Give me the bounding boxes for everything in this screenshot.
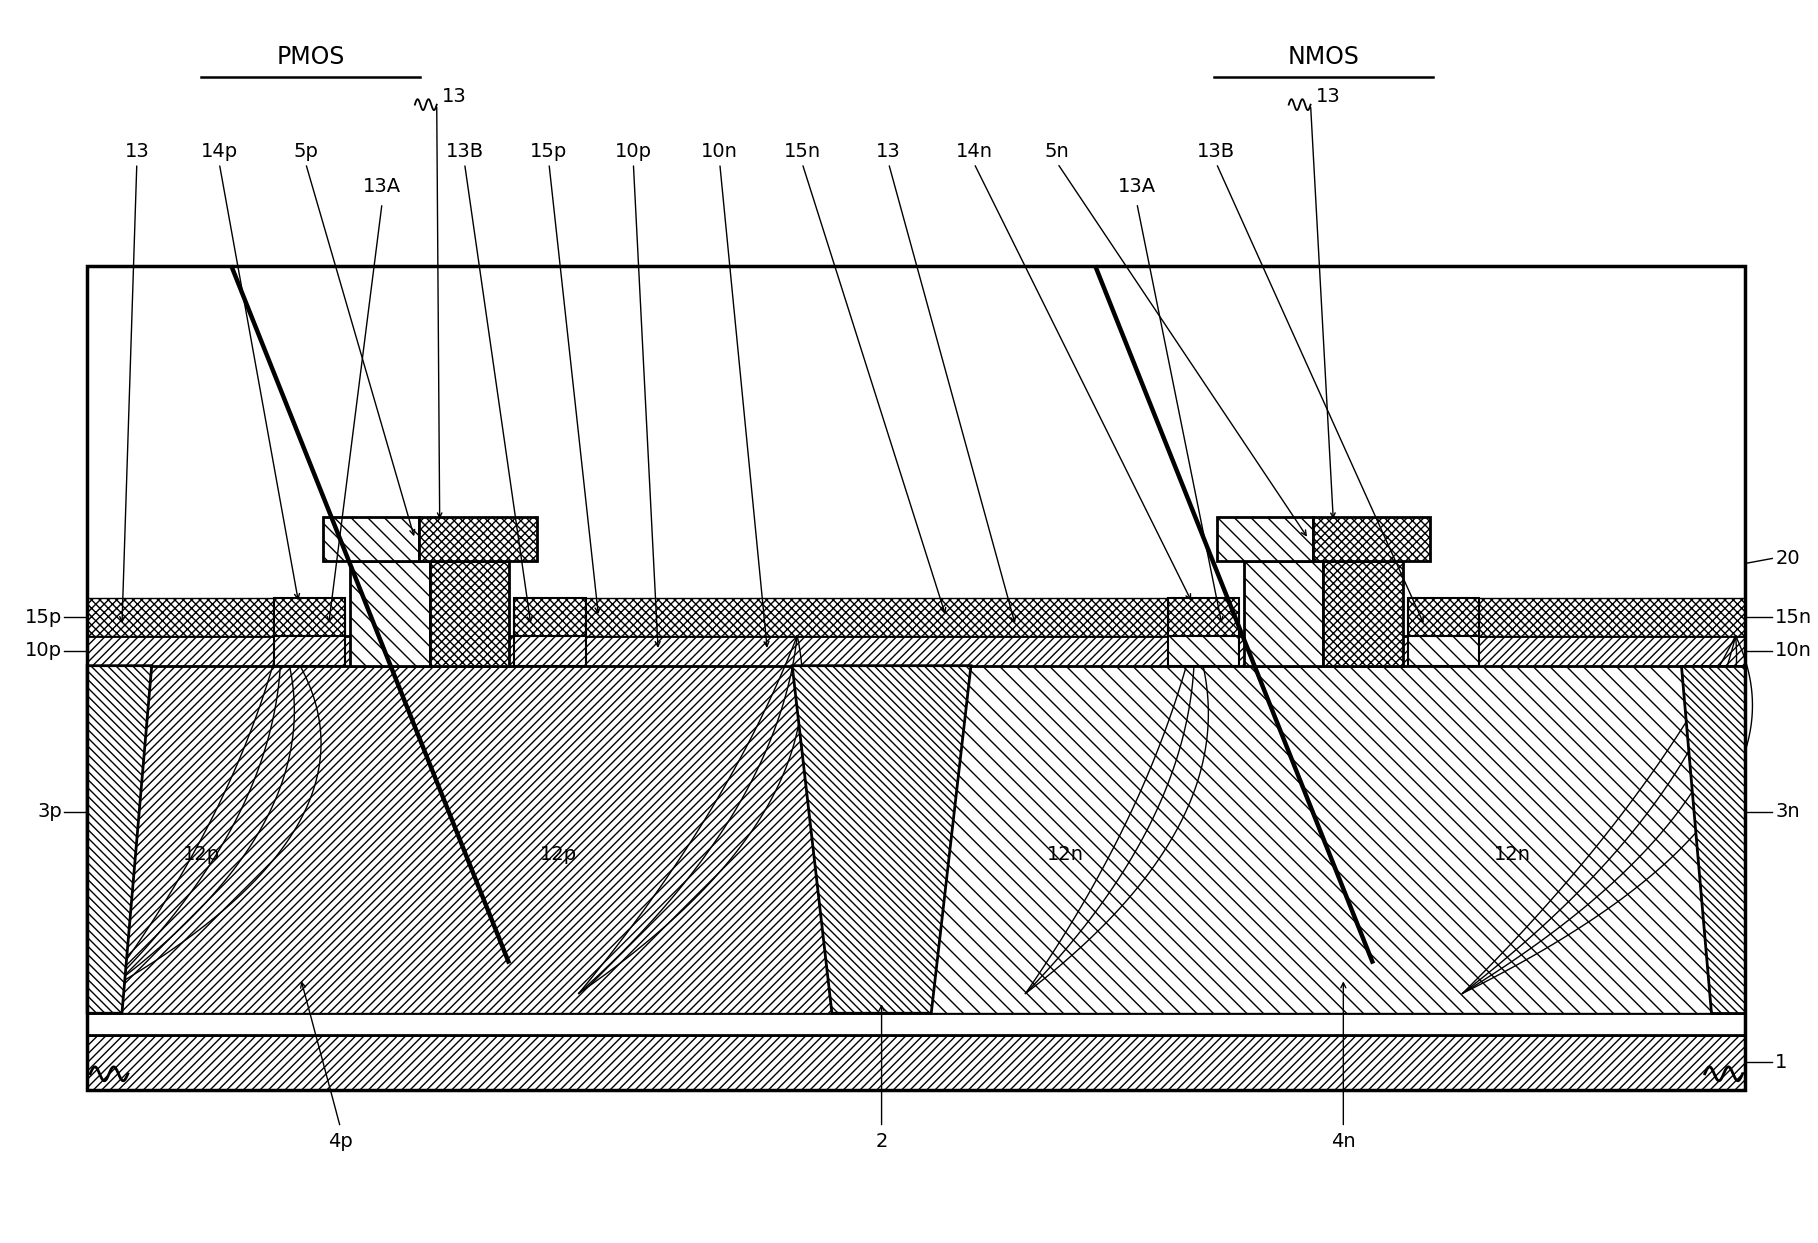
Bar bbox=[514, 598, 585, 636]
Text: 13: 13 bbox=[442, 87, 467, 106]
Bar bbox=[87, 1035, 1745, 1090]
Bar bbox=[1407, 612, 1480, 666]
Bar bbox=[1313, 517, 1431, 562]
Text: 15n: 15n bbox=[1776, 608, 1813, 626]
Text: 13: 13 bbox=[876, 142, 902, 160]
Text: 3n: 3n bbox=[1776, 802, 1800, 822]
Text: 10n: 10n bbox=[1776, 641, 1813, 660]
Text: 12n: 12n bbox=[1047, 845, 1084, 864]
Text: 15n: 15n bbox=[784, 142, 820, 160]
Bar bbox=[1407, 598, 1480, 636]
Bar bbox=[87, 598, 320, 636]
Text: 10p: 10p bbox=[614, 142, 653, 160]
Bar bbox=[87, 636, 1745, 666]
Bar bbox=[1244, 562, 1324, 666]
Text: 12n: 12n bbox=[1494, 845, 1531, 864]
Text: 2: 2 bbox=[876, 1132, 887, 1151]
Text: 14p: 14p bbox=[200, 142, 238, 160]
Bar bbox=[514, 612, 585, 666]
Bar bbox=[916, 666, 1745, 1013]
Polygon shape bbox=[793, 666, 971, 1013]
Text: 5p: 5p bbox=[293, 142, 318, 160]
Text: 4p: 4p bbox=[327, 1132, 353, 1151]
Bar bbox=[87, 666, 916, 1013]
Text: PMOS: PMOS bbox=[276, 45, 345, 68]
Text: 15p: 15p bbox=[25, 608, 62, 626]
Text: 13A: 13A bbox=[364, 177, 402, 195]
Text: 13A: 13A bbox=[1118, 177, 1156, 195]
Bar bbox=[1433, 598, 1745, 636]
Bar bbox=[87, 266, 1745, 1090]
Text: 15p: 15p bbox=[531, 142, 567, 160]
Text: 12p: 12p bbox=[184, 845, 220, 864]
Bar bbox=[275, 598, 345, 636]
Text: 10p: 10p bbox=[25, 641, 62, 660]
Text: 3p: 3p bbox=[38, 802, 62, 822]
Text: 14n: 14n bbox=[956, 142, 993, 160]
Bar bbox=[324, 517, 420, 562]
Text: NMOS: NMOS bbox=[1287, 45, 1360, 68]
Text: 10n: 10n bbox=[702, 142, 738, 160]
Text: 13: 13 bbox=[1316, 87, 1342, 106]
Text: 5n: 5n bbox=[1045, 142, 1069, 160]
Text: 20: 20 bbox=[1776, 549, 1800, 568]
Bar bbox=[538, 598, 1214, 636]
Text: 4n: 4n bbox=[1331, 1132, 1356, 1151]
Bar bbox=[1324, 562, 1403, 666]
Text: 13: 13 bbox=[124, 142, 149, 160]
Bar bbox=[351, 562, 429, 666]
Text: 1: 1 bbox=[1776, 1053, 1787, 1071]
Text: 12p: 12p bbox=[540, 845, 578, 864]
Bar bbox=[429, 562, 509, 666]
Polygon shape bbox=[87, 666, 151, 1013]
Bar bbox=[420, 517, 536, 562]
Text: 13B: 13B bbox=[1198, 142, 1234, 160]
Bar bbox=[275, 612, 345, 666]
Bar bbox=[1167, 612, 1240, 666]
Bar bbox=[1167, 598, 1240, 636]
Text: 13B: 13B bbox=[445, 142, 484, 160]
Bar bbox=[87, 1013, 1745, 1035]
Polygon shape bbox=[1682, 666, 1745, 1013]
Bar bbox=[1216, 517, 1313, 562]
